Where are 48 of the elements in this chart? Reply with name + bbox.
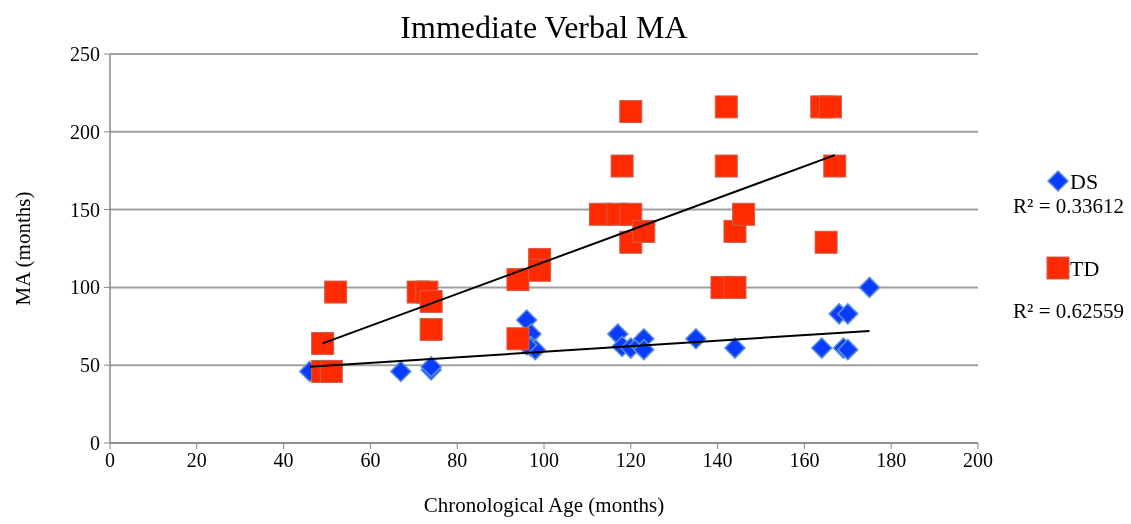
y-tick-label: 50 (80, 354, 100, 377)
point (811, 337, 833, 359)
point (419, 289, 443, 313)
point (528, 258, 552, 282)
x-tick-label: 180 (876, 449, 907, 471)
point (619, 100, 643, 124)
x-tick-label: 60 (360, 449, 381, 471)
point (823, 154, 847, 178)
legend-label: DS (1070, 169, 1099, 194)
x-tick-label: 80 (447, 449, 468, 471)
point (732, 202, 756, 226)
text: R² = 0.33612 (1013, 194, 1124, 218)
x-tick-label: 200 (963, 449, 993, 471)
point (311, 331, 335, 355)
point (714, 154, 738, 178)
x-tick-label: 160 (789, 449, 820, 471)
x-tick-label: 0 (105, 449, 115, 471)
x-tick-label: 120 (615, 449, 646, 471)
point (858, 276, 881, 299)
point (632, 219, 656, 243)
point (714, 95, 738, 119)
x-axis-title: Chronological Age (months) (423, 493, 665, 517)
x-tick-label: 20 (186, 449, 207, 471)
y-tick-label: 250 (70, 43, 100, 65)
y-axis-title: MA (months) (11, 191, 35, 306)
y-tick-label: 200 (70, 120, 100, 143)
point (506, 268, 530, 292)
point (390, 360, 412, 383)
point (837, 303, 859, 325)
y-tick-label: 0 (90, 432, 100, 454)
point (818, 95, 842, 119)
point (506, 327, 530, 351)
point (319, 359, 343, 383)
text: R² = 0.62559 (1013, 299, 1124, 323)
point (724, 337, 746, 359)
legend-label: TD (1070, 256, 1100, 281)
chart-title: Immediate Verbal MA (400, 9, 688, 45)
point (814, 230, 838, 254)
point (837, 338, 859, 361)
point (723, 275, 747, 299)
point (324, 280, 348, 304)
x-tick-label: 100 (529, 449, 559, 471)
x-tick-label: 40 (273, 449, 294, 471)
x-tick-label: 140 (702, 449, 733, 471)
y-tick-label: 100 (70, 276, 100, 299)
point (419, 317, 443, 341)
point (610, 154, 634, 178)
y-tick-label: 150 (70, 198, 100, 221)
